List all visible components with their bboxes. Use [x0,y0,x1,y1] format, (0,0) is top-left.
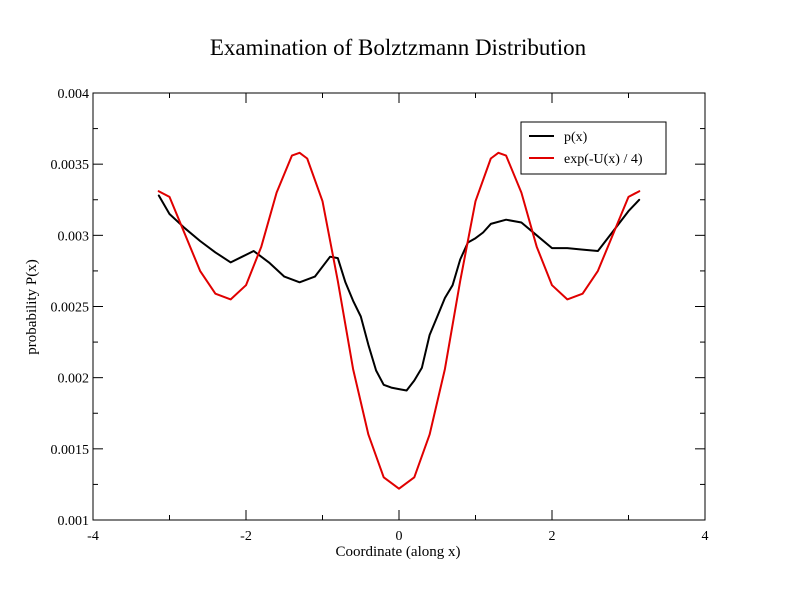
series-line-exp [157,151,641,490]
series-line-px [157,194,641,392]
x-tick-label: 2 [549,529,556,544]
x-tick-label: 4 [702,529,709,544]
y-tick-label: 0.001 [58,514,90,529]
y-tick-label: 0.0015 [51,443,90,458]
x-tick-label: -4 [87,529,99,544]
legend-label: exp(-U(x) / 4) [564,152,643,167]
legend: p(x) exp(-U(x) / 4) [520,121,667,175]
y-tick-label: 0.002 [58,372,90,387]
legend-box [520,121,667,175]
y-tick-label: 0.003 [58,229,90,244]
y-tick-label: 0.004 [58,87,90,102]
x-tick-label: 0 [396,529,403,544]
x-tick-label: -2 [240,529,252,544]
y-tick-label: 0.0035 [51,158,90,173]
y-tick-label: 0.0025 [51,301,90,316]
legend-label: p(x) [564,130,588,145]
plot-area: -4 -2 0 2 4 0.001 0.0015 0.002 0.0025 0.003 0.0035… [51,87,709,544]
chart-title: Examination of Bolztzmann Distribution [210,35,587,60]
x-axis-label: Coordinate (along x) [336,544,461,560]
y-axis-label: probability P(x) [24,259,40,354]
